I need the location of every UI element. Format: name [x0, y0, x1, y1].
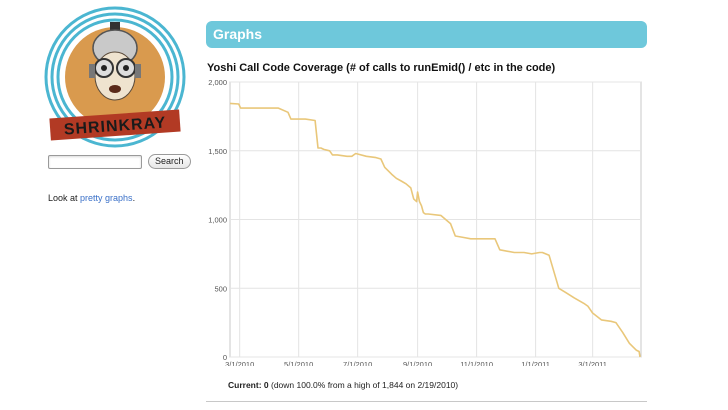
mad-scientist-illustration	[89, 22, 141, 101]
x-tick-label: 3/1/2011	[578, 360, 607, 366]
x-tick-label: 7/1/2010	[343, 360, 372, 366]
y-tick-label: 0	[223, 353, 227, 362]
x-tick-label: 11/1/2010	[460, 360, 493, 366]
coverage-series-line	[229, 102, 641, 358]
logo-banner	[49, 109, 181, 141]
search-button[interactable]: Search	[148, 154, 191, 169]
search-input[interactable]	[48, 154, 142, 169]
x-tick-label: 1/1/2011	[521, 360, 550, 366]
current-value-label: Current: 0	[228, 380, 269, 390]
y-tick-label: 500	[214, 284, 227, 293]
look-at-prefix: Look at	[48, 193, 81, 203]
current-detail: (down 100.0% from a high of 1,844 on 2/1…	[268, 380, 459, 390]
chart-title: Yoshi Call Code Coverage (# of calls to …	[207, 62, 556, 74]
search-row: Search	[48, 154, 191, 169]
coverage-line-chart: 0 500 1,000 1,500 2,000 3/1/2010 5/1/2010 7/1/2…	[208, 78, 642, 366]
x-tick-label: 3/1/2010	[225, 360, 254, 366]
header-bar: Graphs	[206, 21, 647, 48]
bottom-divider	[206, 401, 647, 402]
y-tick-label: 1,500	[208, 147, 227, 156]
look-at-text: Look at pretty graphs.	[48, 193, 135, 203]
shrinkray-logo[interactable]: SHRINKRAY	[44, 6, 186, 148]
current-status: Current: 0 (down 100.0% from a high of 1…	[228, 380, 458, 390]
look-at-suffix: .	[132, 193, 136, 203]
y-tick-label: 1,000	[208, 216, 227, 225]
logo-ring-2	[50, 12, 180, 142]
y-tick-label: 2,000	[208, 78, 227, 87]
x-tick-label: 5/1/2010	[284, 360, 313, 366]
x-tick-label: 9/1/2010	[403, 360, 432, 366]
page-title: Graphs	[213, 26, 263, 42]
logo-ring-outer	[44, 6, 186, 148]
pretty-graphs-link[interactable]: pretty graphs	[80, 193, 133, 203]
